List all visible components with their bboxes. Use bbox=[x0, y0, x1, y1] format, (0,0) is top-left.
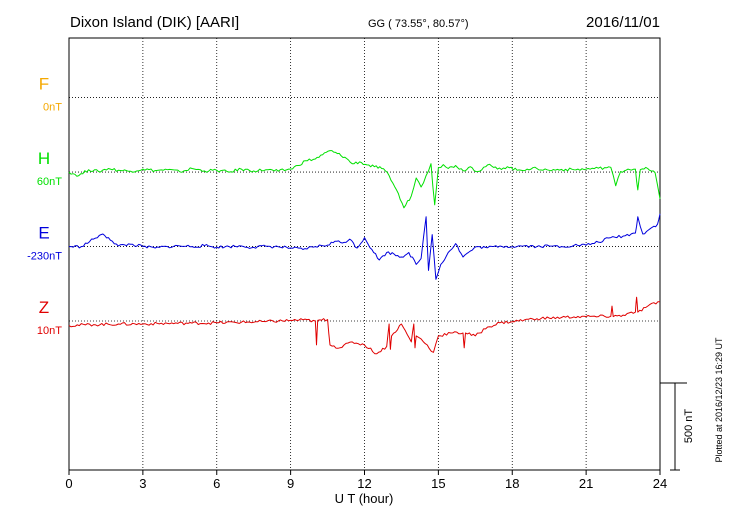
component-baseline-F: 0nT bbox=[43, 102, 62, 114]
x-tick-label: 18 bbox=[505, 476, 519, 491]
component-name-E: E bbox=[38, 224, 49, 243]
x-tick-label: 24 bbox=[653, 476, 667, 491]
x-tick-label: 9 bbox=[287, 476, 294, 491]
grid-lines bbox=[69, 38, 660, 470]
series-line-Z bbox=[68, 296, 660, 355]
scale-bar-label: 500 nT bbox=[683, 409, 695, 444]
coordinates-label: GG ( 73.55°, 80.57°) bbox=[368, 18, 469, 30]
component-baseline-Z: 10nT bbox=[37, 325, 62, 337]
date-label: 2016/11/01 bbox=[586, 14, 660, 31]
x-axis-ticks: 0 3 6 9 12 15 18 21 24 bbox=[65, 470, 667, 491]
component-baseline-H: 60nT bbox=[37, 176, 62, 188]
station-title: Dixon Island (DIK) [AARI] bbox=[70, 14, 239, 31]
x-tick-label: 21 bbox=[579, 476, 593, 491]
x-tick-label: 0 bbox=[65, 476, 72, 491]
series-traces bbox=[68, 150, 661, 355]
x-axis-title: U T (hour) bbox=[335, 491, 394, 506]
component-baseline-E: -230nT bbox=[27, 251, 62, 263]
x-tick-label: 15 bbox=[431, 476, 445, 491]
x-tick-label: 12 bbox=[357, 476, 371, 491]
component-name-Z: Z bbox=[39, 298, 49, 317]
plotted-at-note: Plotted at 2016/12/23 16:29 UT bbox=[714, 337, 724, 463]
series-line-H bbox=[68, 150, 661, 209]
series-line-E bbox=[68, 213, 661, 280]
component-labels: F 0nT H 60nT E -230nT Z 10nT bbox=[27, 75, 62, 337]
component-name-F: F bbox=[39, 75, 49, 94]
scale-bar: 500 nT bbox=[660, 382, 695, 471]
component-name-H: H bbox=[38, 149, 50, 168]
x-tick-label: 6 bbox=[213, 476, 220, 491]
x-tick-label: 3 bbox=[139, 476, 146, 491]
